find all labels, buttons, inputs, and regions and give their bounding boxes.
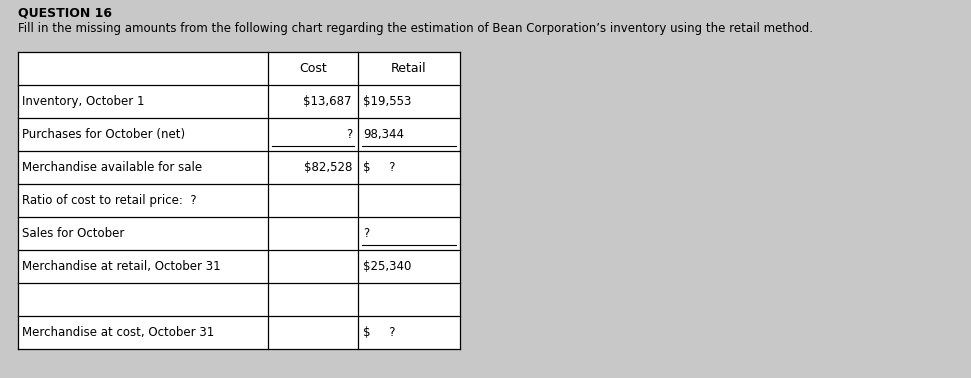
Text: Sales for October: Sales for October: [22, 227, 124, 240]
Text: $82,528: $82,528: [304, 161, 352, 174]
Text: Purchases for October (net): Purchases for October (net): [22, 128, 185, 141]
Text: ?: ?: [363, 227, 369, 240]
Text: Inventory, October 1: Inventory, October 1: [22, 95, 145, 108]
Text: Merchandise at retail, October 31: Merchandise at retail, October 31: [22, 260, 220, 273]
Text: 98,344: 98,344: [363, 128, 404, 141]
Text: QUESTION 16: QUESTION 16: [18, 6, 112, 19]
Text: ?: ?: [346, 128, 352, 141]
Text: $     ?: $ ?: [363, 326, 395, 339]
Text: $     ?: $ ?: [363, 161, 395, 174]
Bar: [18, 52, 460, 349]
Text: $19,553: $19,553: [363, 95, 412, 108]
Text: Fill in the missing amounts from the following chart regarding the estimation of: Fill in the missing amounts from the fol…: [18, 22, 813, 35]
Text: Merchandise available for sale: Merchandise available for sale: [22, 161, 202, 174]
Text: Retail: Retail: [391, 62, 427, 75]
Text: $13,687: $13,687: [304, 95, 352, 108]
Text: Merchandise at cost, October 31: Merchandise at cost, October 31: [22, 326, 215, 339]
Text: Cost: Cost: [299, 62, 327, 75]
Text: Ratio of cost to retail price:  ?: Ratio of cost to retail price: ?: [22, 194, 196, 207]
Text: $25,340: $25,340: [363, 260, 412, 273]
